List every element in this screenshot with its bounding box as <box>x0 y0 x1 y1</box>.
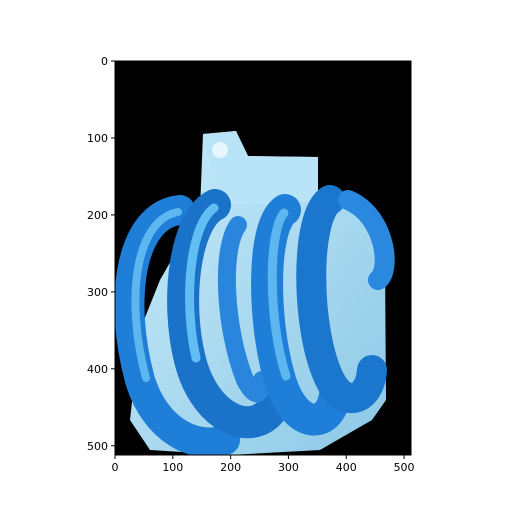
pastry-group <box>115 185 395 455</box>
y-tick-label: 500 <box>87 440 108 453</box>
y-axis: 0 100 200 300 400 500 <box>87 55 115 453</box>
x-tick-label: 500 <box>394 461 415 474</box>
surface-knob <box>212 142 228 158</box>
plot-frame <box>114 60 412 456</box>
pastry-ring-3 <box>217 216 271 403</box>
pastry-ring-1-highlight <box>131 208 182 382</box>
surface-top-flap <box>203 131 318 205</box>
y-tick-label: 0 <box>101 55 108 68</box>
y-tick-label: 100 <box>87 132 108 145</box>
image-plot-area <box>115 61 411 455</box>
pastry-ring-4-highlight <box>267 208 291 381</box>
x-tick-label: 200 <box>220 461 241 474</box>
y-tick-label: 300 <box>87 286 108 299</box>
y-tick-label: 400 <box>87 363 108 376</box>
x-tick-label: 0 <box>112 461 119 474</box>
pastry-ring-6 <box>338 190 395 290</box>
x-tick-label: 400 <box>336 461 357 474</box>
pastry-ring-2-highlight <box>185 203 219 363</box>
x-axis: 0 100 200 300 400 500 <box>112 455 415 474</box>
x-tick-label: 300 <box>278 461 299 474</box>
y-tick-label: 200 <box>87 209 108 222</box>
pastry-ring-5 <box>296 185 387 413</box>
x-tick-label: 100 <box>162 461 183 474</box>
